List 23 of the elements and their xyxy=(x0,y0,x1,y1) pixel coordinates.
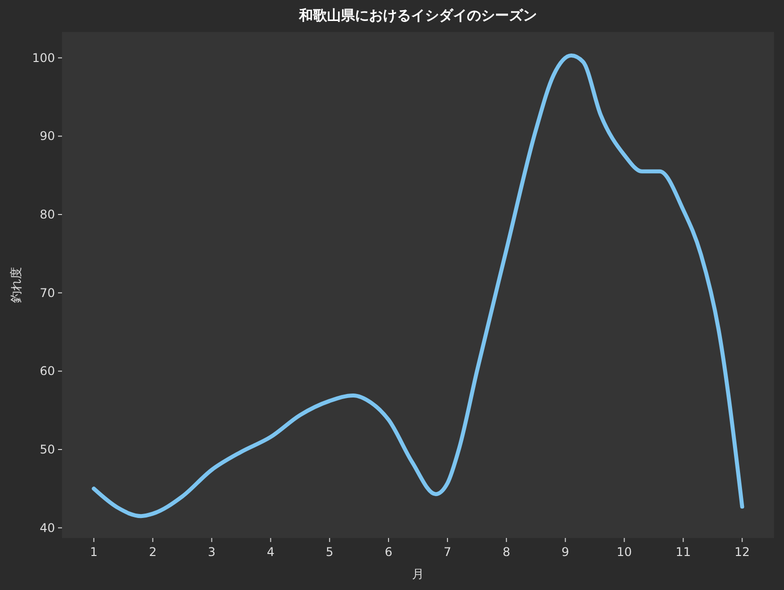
x-tick-label: 9 xyxy=(562,545,570,559)
x-tick-label: 7 xyxy=(444,545,452,559)
y-tick-label: 90 xyxy=(40,129,55,144)
x-tick-label: 2 xyxy=(148,545,157,559)
chart-title: 和歌山県におけるイシダイのシーズン xyxy=(298,8,537,24)
x-tick-label: 3 xyxy=(208,545,216,559)
x-tick-label: 11 xyxy=(676,545,691,559)
x-tick-label: 5 xyxy=(326,545,334,559)
y-tick-label: 60 xyxy=(40,364,55,378)
y-tick-label: 100 xyxy=(32,50,55,65)
x-tick-label: 12 xyxy=(734,545,750,559)
x-tick-label: 1 xyxy=(90,545,98,559)
x-axis-title: 月 xyxy=(412,567,424,581)
x-tick-label: 4 xyxy=(266,545,274,559)
x-tick-label: 10 xyxy=(616,545,632,559)
y-axis-title: 釣れ度 xyxy=(9,267,23,303)
y-tick-label: 80 xyxy=(40,208,55,222)
x-tick-label: 8 xyxy=(502,545,510,559)
x-tick-label: 6 xyxy=(384,545,392,559)
y-tick-label: 50 xyxy=(40,442,55,456)
y-tick-label: 40 xyxy=(40,520,55,535)
y-tick-label: 70 xyxy=(40,286,55,300)
line-series xyxy=(92,54,744,518)
